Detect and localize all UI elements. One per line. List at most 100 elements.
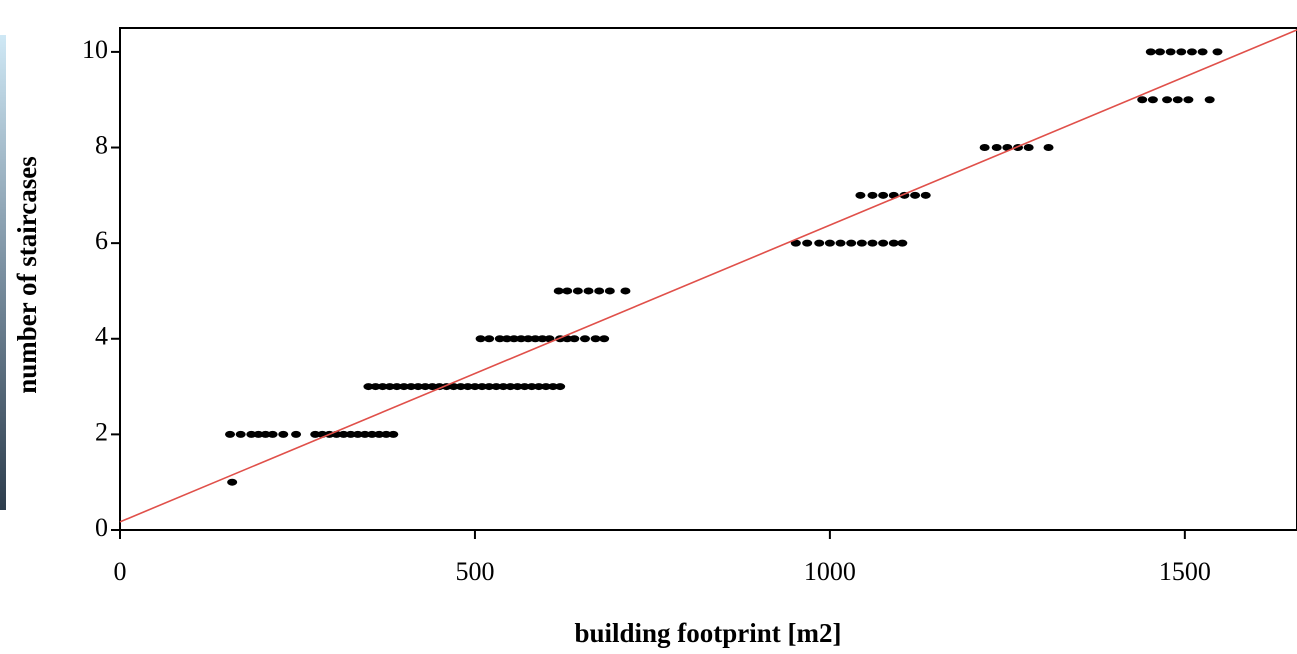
data-point	[475, 335, 486, 343]
data-point	[260, 430, 271, 438]
data-point	[562, 335, 573, 343]
data-point	[225, 430, 236, 438]
fit-line	[119, 29, 1297, 523]
data-point	[583, 287, 594, 295]
data-point	[620, 287, 631, 295]
data-point	[572, 287, 583, 295]
x-axis-title: building footprint [m2]	[574, 618, 841, 648]
data-point	[352, 430, 363, 438]
data-point	[462, 383, 473, 391]
data-point	[599, 335, 610, 343]
data-point	[835, 239, 846, 247]
data-point	[979, 144, 990, 152]
data-point	[910, 191, 921, 199]
data-point	[338, 430, 349, 438]
data-point	[855, 191, 866, 199]
y-tick-label: 10	[82, 35, 108, 64]
x-tick-label: 1500	[1159, 557, 1211, 586]
data-point	[413, 383, 424, 391]
data-point	[494, 335, 505, 343]
data-point	[384, 383, 395, 391]
data-point	[374, 430, 385, 438]
data-point	[227, 478, 238, 486]
data-point	[370, 383, 381, 391]
data-point	[1165, 48, 1176, 56]
x-tick-label: 500	[455, 557, 494, 586]
y-axis-title: number of staircases	[12, 156, 42, 394]
data-point	[802, 239, 813, 247]
y-tick-label: 4	[95, 322, 108, 351]
data-point	[235, 430, 246, 438]
data-point	[512, 383, 523, 391]
data-point	[469, 383, 480, 391]
data-point	[291, 430, 302, 438]
data-point	[790, 239, 801, 247]
data-point	[406, 383, 417, 391]
data-point	[498, 383, 509, 391]
data-point	[363, 383, 374, 391]
background-strip	[0, 35, 6, 510]
data-point	[569, 335, 580, 343]
data-point	[1154, 48, 1165, 56]
data-point	[508, 335, 519, 343]
data-point	[846, 239, 857, 247]
data-point	[867, 239, 878, 247]
data-point	[530, 335, 541, 343]
data-point	[824, 239, 835, 247]
data-point	[1023, 144, 1034, 152]
data-point	[533, 383, 544, 391]
data-point	[448, 383, 459, 391]
data-point	[553, 287, 564, 295]
data-point	[388, 430, 399, 438]
data-point	[516, 335, 527, 343]
data-point	[519, 383, 530, 391]
data-point	[814, 239, 825, 247]
data-point	[267, 430, 278, 438]
data-point	[1197, 48, 1208, 56]
data-point	[420, 383, 431, 391]
x-tick-label: 1000	[804, 557, 856, 586]
data-point	[1145, 48, 1156, 56]
data-point	[398, 383, 409, 391]
data-point	[897, 239, 908, 247]
data-point	[594, 287, 605, 295]
y-tick-label: 8	[95, 130, 108, 159]
data-point	[1043, 144, 1054, 152]
data-point	[345, 430, 356, 438]
data-point	[867, 191, 878, 199]
data-point	[246, 430, 257, 438]
data-point	[477, 383, 488, 391]
data-point	[278, 430, 289, 438]
data-point	[1172, 96, 1183, 104]
data-point	[548, 383, 559, 391]
data-point	[991, 144, 1002, 152]
data-point	[540, 383, 551, 391]
data-point	[391, 383, 402, 391]
data-point	[1162, 96, 1173, 104]
data-point	[1186, 48, 1197, 56]
data-point	[484, 335, 495, 343]
data-point	[501, 335, 512, 343]
data-point	[579, 335, 590, 343]
data-point	[491, 383, 502, 391]
data-point	[310, 430, 321, 438]
data-point	[537, 335, 548, 343]
y-tick-label: 0	[95, 513, 108, 542]
data-point	[562, 287, 573, 295]
data-point	[555, 383, 566, 391]
x-tick-label: 0	[114, 557, 127, 586]
data-point	[1147, 96, 1158, 104]
y-tick-label: 6	[95, 226, 108, 255]
data-point	[1212, 48, 1223, 56]
data-point	[590, 335, 601, 343]
data-point	[856, 239, 867, 247]
data-point	[377, 383, 388, 391]
data-point	[888, 239, 899, 247]
data-point	[427, 383, 438, 391]
data-point	[455, 383, 466, 391]
data-point	[920, 191, 931, 199]
data-point	[523, 335, 534, 343]
y-tick-label: 2	[95, 417, 108, 446]
data-point	[253, 430, 264, 438]
